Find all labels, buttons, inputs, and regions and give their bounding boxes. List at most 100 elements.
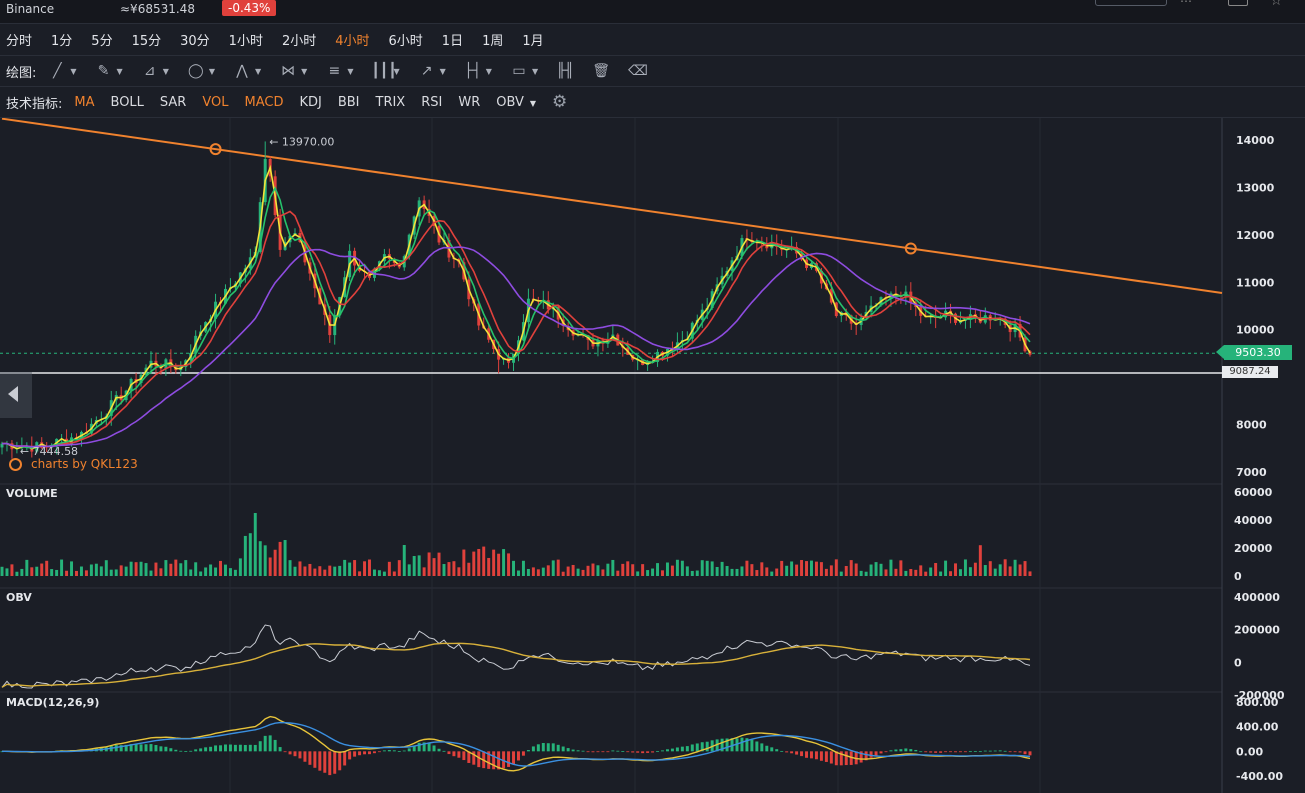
macd-bar [492, 751, 496, 770]
volume-bar [263, 545, 267, 576]
draw-tool-10[interactable]: ▭ ▼ [510, 63, 538, 79]
indicator-boll[interactable]: BOLL [110, 94, 144, 110]
macd-bar [725, 738, 729, 752]
volume-bar [288, 560, 292, 576]
timeframe-5[interactable]: 1小时 [228, 34, 263, 49]
indicator-rsi[interactable]: RSI [421, 94, 443, 110]
macd-bar [661, 750, 664, 752]
timeframe-0[interactable]: 分时 [6, 34, 33, 49]
volume-bar [457, 567, 461, 576]
high-label: ← 13970.00 [269, 135, 334, 148]
search-box[interactable] [1095, 0, 1167, 6]
macd-bar [199, 748, 203, 752]
volume-bar [422, 567, 426, 576]
indicator-macd[interactable]: MACD [244, 94, 284, 110]
timeframe-2[interactable]: 5分 [91, 34, 113, 49]
macd-bar [740, 737, 744, 752]
macd-bar [760, 743, 764, 752]
macd-bar [353, 751, 357, 757]
timeframe-7[interactable]: 4小时 [335, 34, 370, 49]
draw-tool-4[interactable]: ⋀ ▼ [233, 63, 261, 79]
volume-bar [248, 533, 252, 576]
macd-bar [988, 750, 992, 752]
macd-bar [427, 743, 431, 752]
volume-bar [467, 562, 471, 576]
indicator-ma[interactable]: MA [74, 94, 95, 110]
macd-bar [129, 744, 133, 752]
macd-bar [879, 751, 883, 754]
macd-bar [899, 749, 903, 752]
timeframe-6[interactable]: 2小时 [281, 34, 317, 49]
macd-bar [904, 748, 908, 752]
timeframe-3[interactable]: 15分 [131, 34, 162, 49]
volume-bar [407, 564, 411, 576]
macd-bar [978, 751, 982, 753]
macd-bar [179, 750, 183, 752]
indicator-kdj[interactable]: KDJ [299, 94, 322, 110]
volume-bar [40, 563, 44, 576]
volume-bar [909, 569, 913, 576]
draw-tool-12[interactable]: 🗑 [592, 63, 610, 79]
volume-bar [526, 568, 530, 576]
macd-bar [626, 751, 630, 753]
macd-bar [149, 744, 153, 752]
macd-bar [447, 751, 451, 755]
volume-bar [363, 561, 367, 576]
indicator-dropdown[interactable]: OBV ▼ [496, 95, 536, 110]
volume-bar [243, 535, 247, 576]
volume-bar [293, 566, 297, 576]
timeframe-8[interactable]: 6小时 [388, 34, 423, 49]
macd-bar [194, 749, 198, 752]
draw-tool-9[interactable]: ├┤ ▼ [464, 63, 492, 79]
macd-bar [333, 751, 337, 774]
draw-tool-7[interactable]: ┃┃┃ ▼ [371, 63, 399, 79]
volume-tick-0: 60000 [1234, 486, 1273, 499]
macd-bar [849, 751, 853, 765]
indicator-vol[interactable]: VOL [202, 94, 229, 110]
macd-bar [134, 744, 138, 752]
volume-bar [0, 566, 4, 576]
macd-bar [755, 741, 759, 752]
scroll-left-button[interactable] [0, 372, 32, 418]
draw-tool-2[interactable]: ⊿ ▼ [141, 63, 169, 79]
volume-bar [432, 558, 436, 576]
watermark-text: charts by QKL123 [31, 457, 138, 471]
draw-tool-1[interactable]: ✎ ▼ [95, 63, 123, 79]
draw-tool-3[interactable]: ◯ ▼ [187, 63, 215, 79]
macd-bar [571, 749, 575, 752]
volume-bar [546, 565, 550, 576]
timeframe-10[interactable]: 1周 [482, 34, 504, 49]
chevron-down-icon: ▼ [485, 66, 492, 76]
indicator-sar[interactable]: SAR [159, 94, 187, 110]
timeframe-1[interactable]: 1分 [51, 34, 73, 49]
candlestick-chart[interactable]: 14000 13000 12000 11000 10000 8000 7000 ← 13970… [0, 118, 1305, 793]
indicator-trix[interactable]: TRIX [375, 94, 406, 110]
indicator-bbi[interactable]: BBI [337, 94, 360, 110]
volume-bar [988, 561, 992, 576]
draw-tool-0[interactable]: ╱ ▼ [48, 63, 76, 79]
window-icon[interactable] [1228, 0, 1248, 6]
star-icon[interactable]: ☆ [1270, 0, 1283, 9]
draw-tool-6[interactable]: ≡ ▼ [325, 63, 353, 79]
macd-bar [372, 751, 376, 754]
volume-bar [819, 562, 823, 576]
timeframe-11[interactable]: 1月 [522, 34, 544, 49]
timeframe-4[interactable]: 30分 [180, 34, 210, 49]
draw-tool-11[interactable]: ╟╢ [556, 63, 574, 79]
macd-bar [596, 751, 600, 753]
menu-icon[interactable]: ⋯ [1180, 0, 1192, 8]
trendline-handle-0 [209, 143, 222, 156]
draw-tool-5[interactable]: ⋈ ▼ [279, 63, 307, 79]
trendline-handle-1 [904, 242, 917, 255]
chevron-down-icon: ▼ [439, 66, 446, 76]
timeframe-9[interactable]: 1日 [441, 34, 464, 49]
macd-bar [919, 751, 923, 753]
indicator-wr[interactable]: WR [458, 94, 481, 110]
gear-icon[interactable]: ⚙ [552, 92, 568, 112]
volume-bar [705, 560, 709, 576]
pen-icon: ✎ [97, 63, 110, 79]
draw-tool-13[interactable]: ⌫ [628, 63, 648, 79]
draw-tool-8[interactable]: ↗ ▼ [418, 63, 446, 79]
volume-bar [323, 569, 327, 576]
volume-bar [402, 545, 406, 576]
